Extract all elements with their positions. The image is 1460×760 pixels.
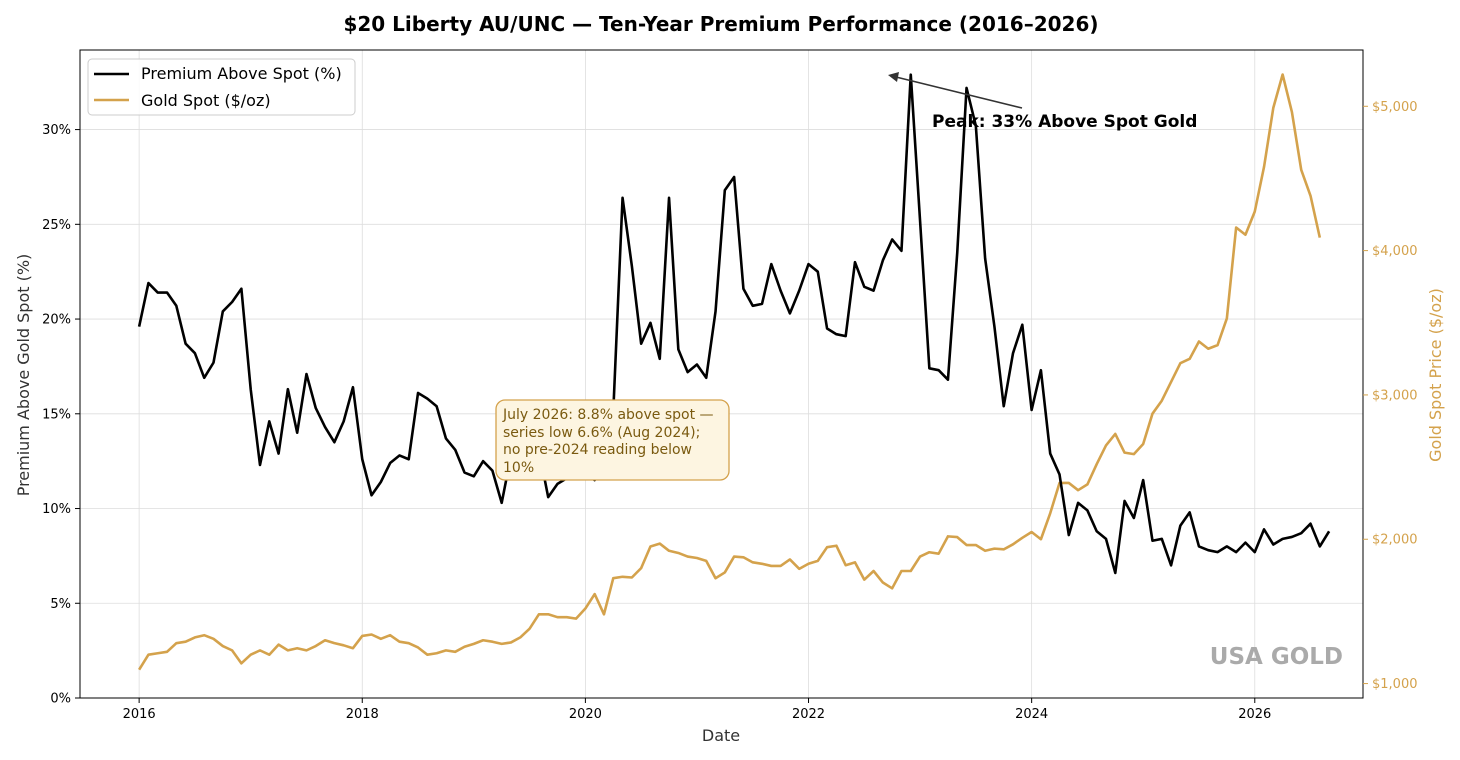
y-left-tick-label: 15% [42, 407, 71, 422]
gold-spot-series-line [138, 73, 1322, 671]
grid [80, 50, 1363, 699]
y-left-tick-label: 20% [42, 313, 71, 328]
x-tick-label: 2022 [792, 707, 825, 722]
note-line: no pre-2024 reading below [503, 442, 692, 458]
note-line: July 2026: 8.8% above spot — [502, 407, 714, 423]
chart-title: $20 Liberty AU/UNC — Ten-Year Premium Pe… [343, 12, 1098, 36]
y-right-tick-label: $4,000 [1372, 244, 1418, 259]
x-tick-label: 2024 [1015, 707, 1048, 722]
note-box [495, 399, 730, 481]
x-tick-label: 2016 [123, 707, 156, 722]
x-tick-label: 2020 [569, 707, 602, 722]
legend-box [87, 58, 356, 116]
y-left-tick-label: 30% [42, 123, 71, 138]
peak-annotation-arrowhead [888, 72, 899, 82]
x-tick-label: 2018 [346, 707, 379, 722]
watermark: USA GOLD [1210, 644, 1343, 670]
y-left-tick-label: 25% [42, 218, 71, 233]
note-line: series low 6.6% (Aug 2024); [503, 425, 700, 441]
y-left-tick-label: 0% [50, 692, 71, 707]
y-right-tick-label: $3,000 [1372, 388, 1418, 403]
plot-frame [79, 49, 1364, 699]
peak-annotation: Peak: 33% Above Spot Gold [888, 72, 1197, 132]
y-right-tick-label: $1,000 [1372, 677, 1418, 692]
y-axis-right: $1,000 $2,000 $3,000 $4,000 $5,000 [1363, 100, 1418, 692]
y-right-tick-label: $5,000 [1372, 100, 1418, 115]
y-axis-left-label: Premium Above Gold Spot (%) [14, 254, 33, 497]
y-axis-right-label: Gold Spot Price ($/oz) [1426, 288, 1445, 462]
x-axis-label: Date [702, 726, 740, 745]
y-axis-left: 0% 5% 10% 15% 20% 25% 30% [42, 123, 80, 707]
legend-label-gold: Gold Spot ($/oz) [141, 91, 271, 110]
note-annotation-box: July 2026: 8.8% above spot — series low … [495, 399, 730, 481]
x-tick-label: 2026 [1238, 707, 1271, 722]
y-right-tick-label: $2,000 [1372, 533, 1418, 548]
premium-series-line [137, 73, 1331, 575]
x-axis: 2016 2018 2020 2022 2024 2026 [123, 698, 1271, 722]
y-left-tick-label: 5% [50, 597, 71, 612]
legend-label-premium: Premium Above Spot (%) [141, 64, 342, 83]
series-layer [137, 73, 1331, 671]
legend: Premium Above Spot (%) Gold Spot ($/oz) [87, 58, 356, 116]
note-line: 10% [503, 460, 534, 476]
peak-annotation-text: Peak: 33% Above Spot Gold [932, 112, 1197, 132]
peak-annotation-arrow [895, 76, 1023, 109]
y-left-tick-label: 10% [42, 502, 71, 517]
